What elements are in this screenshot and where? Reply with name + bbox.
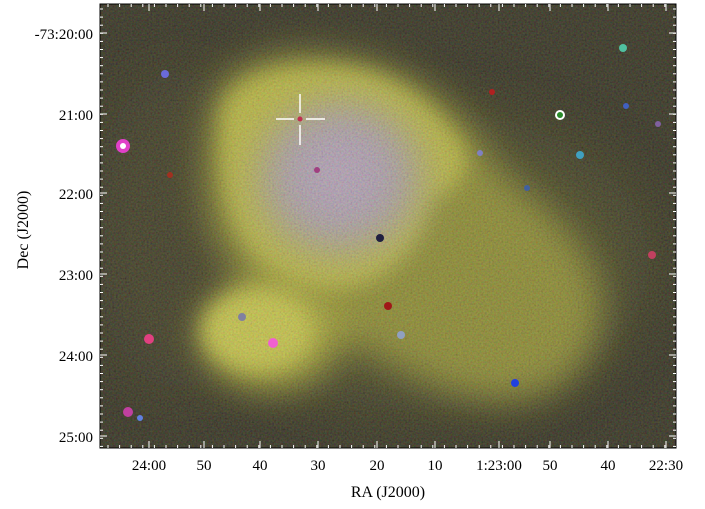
x-tick-label: 50 — [197, 458, 212, 474]
star — [477, 150, 483, 156]
x-tick-label: 20 — [370, 458, 385, 474]
plot-frame — [99, 3, 677, 449]
star — [623, 103, 629, 109]
y-tick-labels: -73:20:00 21:00 22:00 23:00 24:00 25:00 — [35, 27, 93, 446]
y-tick-label: 21:00 — [59, 108, 93, 124]
x-tick-label: 50 — [543, 458, 558, 474]
x-tick-label: 10 — [428, 458, 443, 474]
x-tick-label: 22:30 — [649, 458, 683, 474]
star — [576, 151, 584, 159]
star — [648, 251, 656, 259]
x-axis-title: RA (J2000) — [351, 484, 425, 501]
star — [120, 143, 126, 149]
x-tick-label: 40 — [253, 458, 268, 474]
x-tick-labels: 24:00 50 40 30 20 10 1:23:00 50 40 22:30 — [132, 458, 683, 474]
y-tick-label: 25:00 — [59, 430, 93, 446]
y-tick-label: -73:20:00 — [35, 27, 93, 43]
x-tick-label: 1:23:00 — [476, 458, 522, 474]
x-tick-label: 30 — [311, 458, 326, 474]
y-tick-label: 23:00 — [59, 268, 93, 284]
noise-overlay — [100, 4, 676, 448]
star — [619, 44, 627, 52]
star — [161, 70, 169, 78]
x-tick-label: 24:00 — [132, 458, 166, 474]
star — [655, 121, 661, 127]
y-axis-title: Dec (J2000) — [15, 191, 32, 270]
star — [397, 331, 405, 339]
star — [314, 167, 320, 173]
star — [524, 185, 530, 191]
position-marker — [276, 94, 325, 145]
star — [511, 379, 519, 387]
star — [268, 338, 278, 348]
y-tick-label: 24:00 — [59, 349, 93, 365]
sky-image — [100, 4, 676, 448]
star — [557, 112, 563, 118]
star — [167, 172, 173, 178]
y-tick-label: 22:00 — [59, 187, 93, 203]
star — [137, 415, 143, 421]
star — [123, 407, 133, 417]
star — [238, 313, 246, 321]
star — [376, 234, 384, 242]
star — [144, 334, 154, 344]
axis-ticks — [100, 4, 676, 448]
star-field — [116, 44, 661, 421]
x-tick-label: 40 — [601, 458, 616, 474]
star — [489, 89, 495, 95]
star — [384, 302, 392, 310]
